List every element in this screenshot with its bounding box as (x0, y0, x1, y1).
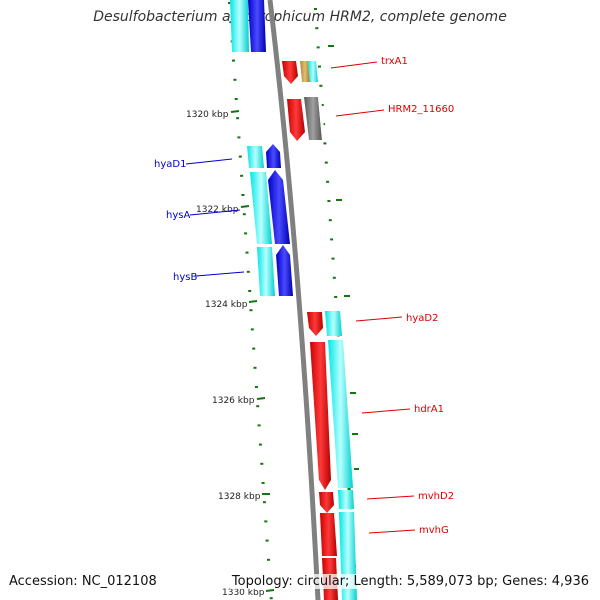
gene-HRM2_11660[interactable] (287, 97, 325, 141)
gene-trxA1[interactable] (282, 61, 318, 84)
map-title: Desulfobacterium autotrophicum HRM2, com… (93, 9, 507, 25)
label-hdrA1[interactable]: hdrA1 (414, 404, 444, 415)
label-mvhD2[interactable]: mvhD2 (418, 491, 454, 502)
label-hysA[interactable]: hysA (166, 210, 190, 221)
tick-mark (233, 78, 237, 81)
gene-hysA[interactable] (250, 170, 290, 244)
tick-mark (240, 174, 244, 177)
tick-mark (246, 270, 250, 273)
gene-hyaD1[interactable] (247, 144, 281, 168)
tick-mark (316, 46, 320, 49)
tick-mark (261, 482, 265, 484)
tick-mark (241, 194, 245, 196)
tick-mark (315, 27, 319, 30)
tick-mark (320, 104, 324, 106)
tick-mark (242, 213, 246, 216)
tick-mark (238, 155, 242, 158)
tick-mark (332, 276, 336, 279)
label-hyaD1[interactable]: hyaD1 (154, 159, 186, 170)
tick-mark (319, 84, 323, 87)
tick-mark (347, 488, 351, 490)
scale-label-1328: 1328 kbp (218, 492, 261, 502)
tick-mark (260, 462, 264, 465)
gene-mvhD2[interactable] (319, 490, 354, 513)
tick-mark (334, 296, 338, 298)
gene-hysB[interactable] (257, 245, 293, 296)
tick-mark (248, 290, 252, 292)
genome-backbone (267, 0, 321, 600)
tick-mark (331, 257, 335, 260)
tick-mark (254, 386, 258, 388)
scale-label-1320: 1320 kbp (186, 110, 229, 120)
tick-mark (318, 65, 321, 68)
tick-mark (264, 520, 268, 523)
tick-mark (352, 433, 358, 435)
tick-mark (265, 539, 269, 542)
forward-strand-features (230, 0, 293, 296)
accession-text: Accession: NC_012108 (7, 574, 159, 589)
reverse-strand-features (282, 61, 357, 600)
gene-hyaD2[interactable] (307, 311, 342, 336)
tick-mark (269, 597, 273, 600)
tick-mark (328, 45, 334, 47)
label-trxA1[interactable]: trxA1 (381, 56, 408, 67)
tick-mark (253, 366, 257, 369)
tick-mark (256, 405, 260, 408)
tick-mark (252, 347, 256, 350)
label-HRM2_11660[interactable]: HRM2_11660 (388, 104, 454, 115)
tick-mark (354, 468, 359, 470)
tick-mark (314, 8, 317, 10)
tick-mark (344, 295, 350, 297)
gene-labels: trxA1 HRM2_11660 hyaD1 hysA hysB hyaD2 h… (154, 56, 454, 536)
tick-mark (229, 21, 233, 24)
label-hyaD2[interactable]: hyaD2 (406, 313, 438, 324)
tick-mark (323, 142, 327, 145)
tick-mark (330, 238, 334, 241)
scale-label-1324: 1324 kbp (205, 300, 248, 310)
scale-labels: 1320 kbp 1322 kbp 1324 kbp 1326 kbp 1328… (186, 110, 275, 598)
scale-label-1330: 1330 kbp (222, 588, 265, 598)
tick-mark (327, 200, 331, 202)
tick-mark (249, 309, 253, 312)
tick-mark (262, 501, 266, 504)
tick-mark (322, 123, 326, 126)
tick-mark (245, 251, 249, 254)
tick-mark (236, 117, 240, 120)
label-mvhG[interactable]: mvhG (419, 525, 449, 536)
tick-mark (257, 424, 261, 427)
tick-mark (250, 328, 254, 331)
tick-mark (324, 161, 328, 164)
tick-mark (232, 59, 235, 62)
tick-mark (350, 392, 356, 394)
tick-mark (237, 136, 241, 139)
scale-label-1322: 1322 kbp (196, 205, 239, 215)
label-hysB[interactable]: hysB (173, 272, 197, 283)
tick-mark (326, 180, 330, 183)
topology-text: Topology: circular; Length: 5,589,073 bp… (229, 574, 591, 589)
tick-mark (336, 199, 342, 201)
gene-hdrA1[interactable] (310, 340, 353, 490)
tick-mark (244, 232, 248, 235)
scale-label-1326: 1326 kbp (212, 396, 255, 406)
tick-marks (228, 2, 359, 600)
tick-mark (228, 2, 231, 4)
tick-mark (258, 443, 262, 446)
gene-top-cluster[interactable] (230, 0, 266, 52)
tick-mark (328, 219, 332, 222)
tick-mark (267, 558, 270, 561)
tick-mark (234, 98, 238, 100)
